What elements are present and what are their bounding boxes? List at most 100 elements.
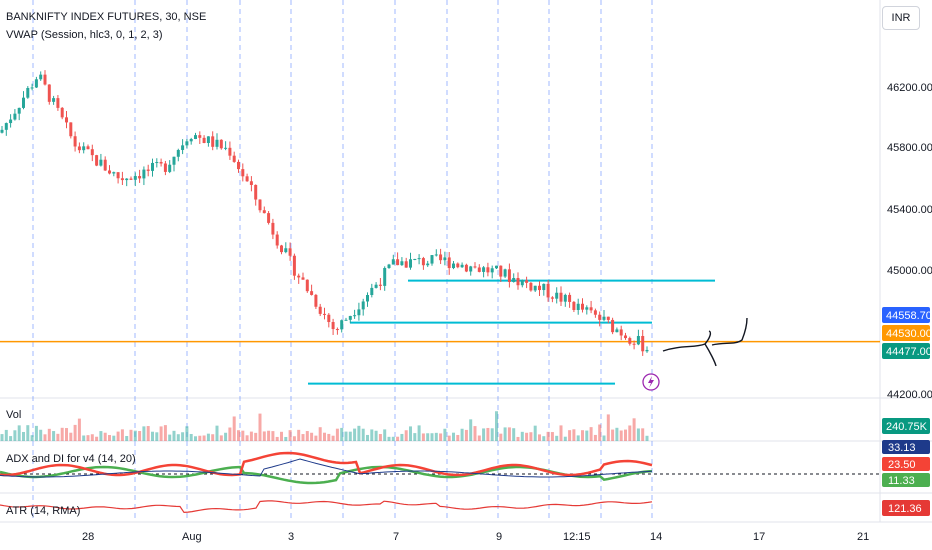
volume-bar: [185, 426, 189, 441]
candle-body: [366, 295, 369, 302]
volume-bar: [155, 432, 159, 441]
volume-bar: [219, 435, 223, 441]
volume-bar: [572, 429, 576, 441]
candle-body: [641, 335, 645, 352]
volume-bar: [409, 426, 412, 441]
candle-body: [443, 257, 447, 261]
candle-body: [163, 163, 167, 172]
volume-bar: [0, 434, 4, 441]
candle-body: [189, 138, 193, 142]
volume-bar: [383, 429, 387, 441]
candle-body: [129, 178, 133, 180]
volume-bar: [447, 435, 451, 441]
volume-bar: [499, 433, 503, 441]
volume-bar: [271, 431, 275, 441]
volume-bar: [624, 429, 627, 441]
candle-body: [280, 245, 283, 253]
candle-body: [602, 316, 606, 320]
volume-bar: [598, 424, 602, 441]
currency-button[interactable]: INR: [882, 6, 920, 30]
time-axis-label: 12:15: [563, 531, 591, 543]
candle-body: [292, 255, 296, 276]
volume-bar: [232, 416, 236, 441]
candle-body: [400, 261, 404, 266]
volume-bar: [421, 433, 425, 441]
volume-bar: [512, 428, 516, 441]
candle-body: [525, 280, 529, 283]
volume-bar: [241, 430, 245, 441]
candle-body: [426, 263, 430, 266]
volume-bar: [516, 436, 520, 441]
candle-body: [538, 285, 541, 291]
price-axis-label: 44200.00: [887, 389, 932, 401]
volume-bar: [258, 413, 262, 441]
candle-body: [155, 162, 159, 164]
candle-body: [215, 139, 219, 147]
candle-body: [615, 329, 619, 333]
svg-text:240.75K: 240.75K: [886, 421, 928, 433]
volume-bar: [404, 430, 408, 441]
candle-body: [86, 146, 90, 150]
volume-bar: [456, 434, 460, 441]
candle-body: [421, 258, 425, 266]
lightning-icon[interactable]: [642, 373, 660, 391]
svg-text:44477.00: 44477.00: [886, 346, 932, 358]
volume-bar: [482, 428, 486, 441]
volume-bar: [69, 432, 73, 441]
candle-body: [224, 147, 228, 149]
volume-bar: [387, 436, 391, 441]
candle-body: [310, 291, 314, 295]
volume-bar: [237, 430, 240, 441]
candle-body: [99, 159, 103, 166]
volume-bar: [486, 427, 490, 441]
volume-bar: [112, 435, 116, 441]
volume-bar: [576, 435, 580, 441]
candle-body: [133, 176, 137, 180]
candle-body: [146, 169, 150, 171]
candle-body: [486, 267, 490, 273]
candle-body: [120, 178, 124, 181]
candle-body: [206, 136, 210, 143]
volume-bar: [146, 426, 150, 441]
volume-bar: [120, 429, 124, 441]
atr-line: [0, 500, 653, 514]
volume-bar: [452, 432, 455, 441]
volume-bar: [331, 435, 335, 441]
volume-bar: [318, 427, 322, 441]
volume-bar: [374, 430, 378, 441]
hand-drawn-mark[interactable]: [662, 317, 748, 367]
vwap-price-tag: 44558.70: [882, 307, 932, 323]
level-price-tag: 44530.00: [882, 325, 932, 341]
candle-body: [391, 259, 395, 265]
candle-body: [176, 149, 180, 157]
session-separators: [32, 0, 653, 522]
volume-bar: [56, 433, 60, 441]
volume-bar: [90, 434, 94, 441]
volume-bar: [215, 425, 219, 441]
volume-bar: [538, 434, 541, 441]
candle-body: [258, 199, 262, 211]
volume-bar: [477, 435, 481, 441]
volume-bar: [396, 436, 400, 441]
candle-body: [181, 145, 185, 150]
candle-body: [159, 162, 163, 164]
volume-bar: [181, 432, 185, 441]
adx-lines: [0, 451, 880, 485]
volume-bar: [22, 431, 25, 441]
volume-bar: [60, 427, 64, 441]
candle-body: [60, 107, 64, 118]
candle-body: [469, 266, 473, 272]
volume-pane-title: Vol: [6, 409, 21, 421]
volume-bar: [490, 428, 494, 441]
price-axis-label: 46200.00: [887, 82, 932, 94]
candles: [0, 70, 649, 356]
volume-bar: [559, 425, 563, 441]
candle-body: [34, 79, 38, 88]
candle-body: [185, 141, 189, 146]
volume-bar: [133, 430, 137, 441]
candle-body: [168, 164, 172, 172]
candle-body: [529, 282, 533, 291]
volume-bar: [43, 434, 47, 441]
candle-body: [632, 343, 636, 345]
